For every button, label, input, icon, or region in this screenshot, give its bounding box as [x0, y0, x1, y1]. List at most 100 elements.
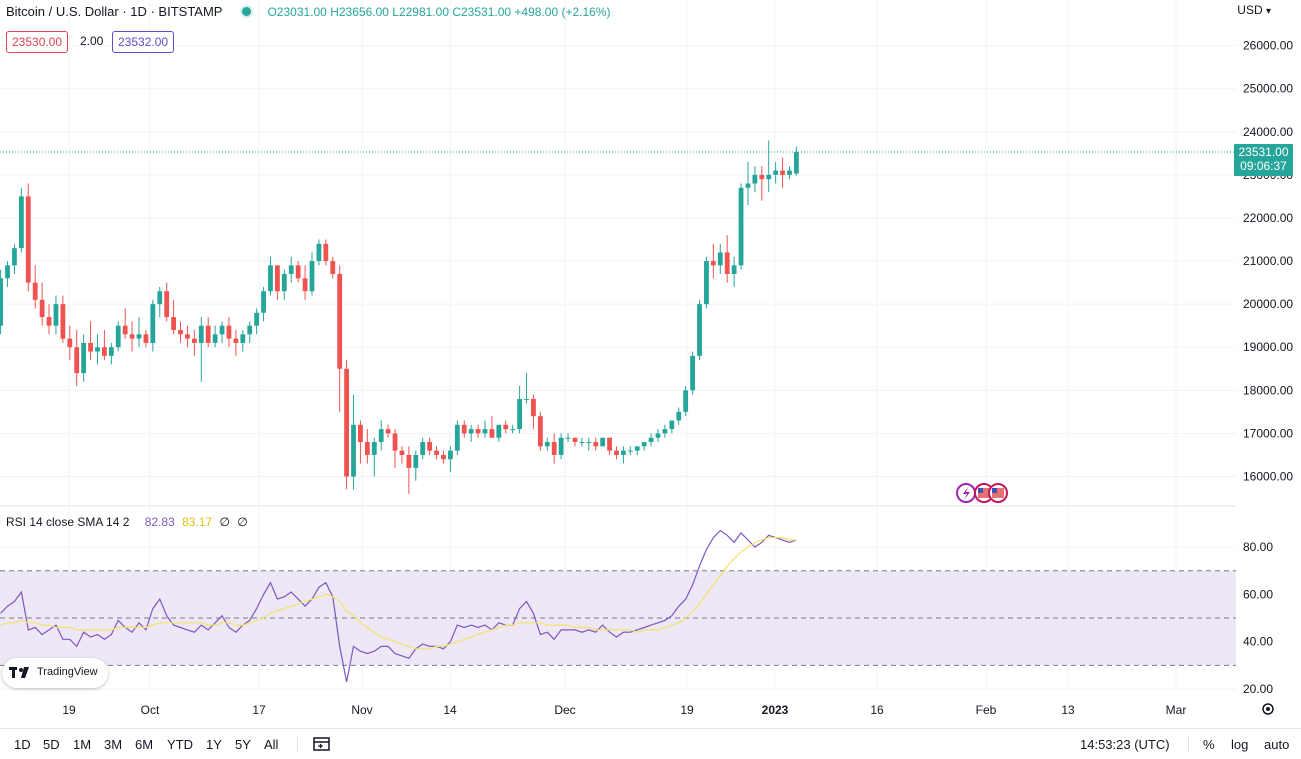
- symbol-title[interactable]: Bitcoin / U.S. Dollar · 1D · BITSTAMP: [6, 4, 223, 19]
- candle-body: [171, 317, 176, 330]
- candle-body: [710, 261, 716, 266]
- sell-price-button[interactable]: 23530.00: [6, 31, 69, 53]
- chart-canvas[interactable]: 16000.00 17000.00 18000.00 19000.00 20000.00…: [0, 0, 1301, 728]
- candle-body: [510, 429, 516, 431]
- rsi-sma-value: 83.17: [182, 515, 213, 529]
- candle-body: [261, 291, 266, 313]
- candle-body: [627, 450, 633, 452]
- candle-body: [697, 304, 702, 356]
- currency-selector[interactable]: USD ▾: [1237, 3, 1271, 17]
- candle-body: [205, 325, 211, 343]
- candle-body: [191, 338, 197, 343]
- candle-body: [39, 299, 45, 318]
- tradingview-logo[interactable]: TradingView: [2, 658, 108, 688]
- currency-label: USD: [1237, 3, 1263, 17]
- candle-body: [676, 411, 682, 421]
- last-price-label: 23531.00 09:06:37: [1234, 144, 1293, 176]
- candle-body: [275, 265, 280, 292]
- price-tick-label: 24000.00: [1243, 125, 1293, 139]
- candle-body: [621, 450, 626, 455]
- candle-body: [198, 325, 204, 343]
- candle-body: [358, 424, 363, 443]
- candle-body: [752, 174, 758, 184]
- candle-body: [717, 252, 723, 266]
- rsi-legend[interactable]: RSI 14 close SMA 14 2 82.83 83.17 ∅ ∅: [6, 515, 248, 529]
- price-axis[interactable]: 16000.00 17000.00 18000.00 19000.00 20000.00…: [1243, 39, 1293, 484]
- flag-fill: [992, 488, 1004, 498]
- candle-body: [745, 183, 751, 188]
- candle-body: [662, 429, 668, 434]
- candle-body: [164, 291, 170, 318]
- ohlc-values: O23031.00 H23656.00 L22981.00 C23531.00 …: [267, 5, 610, 19]
- price-tick-label: 26000.00: [1243, 39, 1293, 53]
- range-5d-button[interactable]: 5D: [43, 737, 60, 752]
- candle-body: [427, 442, 433, 451]
- flag-canton: [992, 488, 997, 493]
- time-axis[interactable]: 19 Oct 17 Nov 14 Dec 19 2023 16 Feb 13 Mar: [62, 703, 1186, 717]
- log-toggle[interactable]: log: [1231, 737, 1249, 752]
- candle-body: [704, 261, 709, 305]
- percent-toggle[interactable]: %: [1203, 737, 1215, 752]
- range-3m-button[interactable]: 3M: [104, 737, 123, 752]
- candle-body: [558, 437, 564, 455]
- candle-body: [731, 265, 737, 274]
- symbol-legend[interactable]: Bitcoin / U.S. Dollar · 1D · BITSTAMP O2…: [6, 4, 610, 19]
- market-status-dot-icon[interactable]: [240, 5, 254, 18]
- candle-body: [337, 273, 343, 369]
- divider: [297, 737, 298, 753]
- date-range-calendar-icon[interactable]: [313, 736, 331, 752]
- candle-body: [323, 243, 329, 262]
- time-tick-label: Nov: [351, 703, 372, 717]
- candle-body: [226, 325, 232, 339]
- rsi-tick-label: 80.00: [1243, 540, 1273, 554]
- candle-body: [607, 437, 612, 451]
- candle-body: [129, 334, 135, 339]
- candle-body: [454, 424, 460, 451]
- candle-body: [32, 282, 38, 300]
- event-icons[interactable]: [956, 483, 1008, 503]
- clock-time[interactable]: 14:53:23 (UTC): [1080, 737, 1170, 752]
- candle-body: [378, 429, 384, 443]
- candle-body: [780, 170, 785, 175]
- candle-body: [655, 433, 661, 438]
- price-tick-label: 18000.00: [1243, 383, 1293, 397]
- time-tick-label: 16: [870, 703, 884, 717]
- rsi-axis[interactable]: 20.00 40.00 60.00 80.00: [1243, 540, 1273, 696]
- logo-text: TradingView: [37, 666, 98, 678]
- settings-gear-icon[interactable]: [1262, 703, 1274, 715]
- candle-body: [586, 442, 592, 444]
- buy-price-button[interactable]: 23532.00: [112, 31, 175, 53]
- candle-body: [371, 442, 377, 455]
- candle-body: [53, 304, 59, 326]
- range-5y-button[interactable]: 5Y: [235, 737, 251, 752]
- price-tick-label: 19000.00: [1243, 340, 1293, 354]
- candle-body: [385, 429, 391, 434]
- range-1d-button[interactable]: 1D: [14, 737, 31, 752]
- range-6m-button[interactable]: 6M: [135, 737, 154, 752]
- range-ytd-button[interactable]: YTD: [167, 737, 193, 752]
- range-1m-button[interactable]: 1M: [73, 737, 92, 752]
- candle-body: [288, 265, 294, 274]
- candle-body: [60, 304, 66, 339]
- candle-body: [461, 424, 467, 434]
- rsi-title[interactable]: RSI 14 close SMA 14 2: [6, 515, 130, 529]
- candle-body: [537, 416, 543, 447]
- time-tick-label: 2023: [762, 703, 789, 717]
- bar-countdown: 09:06:37: [1240, 159, 1287, 173]
- candle-body: [18, 196, 24, 249]
- candle-body: [150, 304, 156, 343]
- candle-body: [641, 442, 647, 447]
- rsi-extra-2: ∅: [237, 515, 248, 529]
- candle-body: [579, 442, 585, 444]
- candle-body: [669, 420, 675, 430]
- range-all-button[interactable]: All: [264, 737, 279, 752]
- time-tick-label: Feb: [976, 703, 997, 717]
- candle-body: [67, 338, 73, 348]
- rsi-tick-label: 60.00: [1243, 587, 1273, 601]
- candle-body: [240, 334, 246, 343]
- range-1y-button[interactable]: 1Y: [206, 737, 222, 752]
- candle-body: [0, 278, 4, 326]
- candle-body: [551, 442, 557, 455]
- auto-toggle[interactable]: auto: [1264, 737, 1290, 752]
- candle-body: [364, 442, 370, 455]
